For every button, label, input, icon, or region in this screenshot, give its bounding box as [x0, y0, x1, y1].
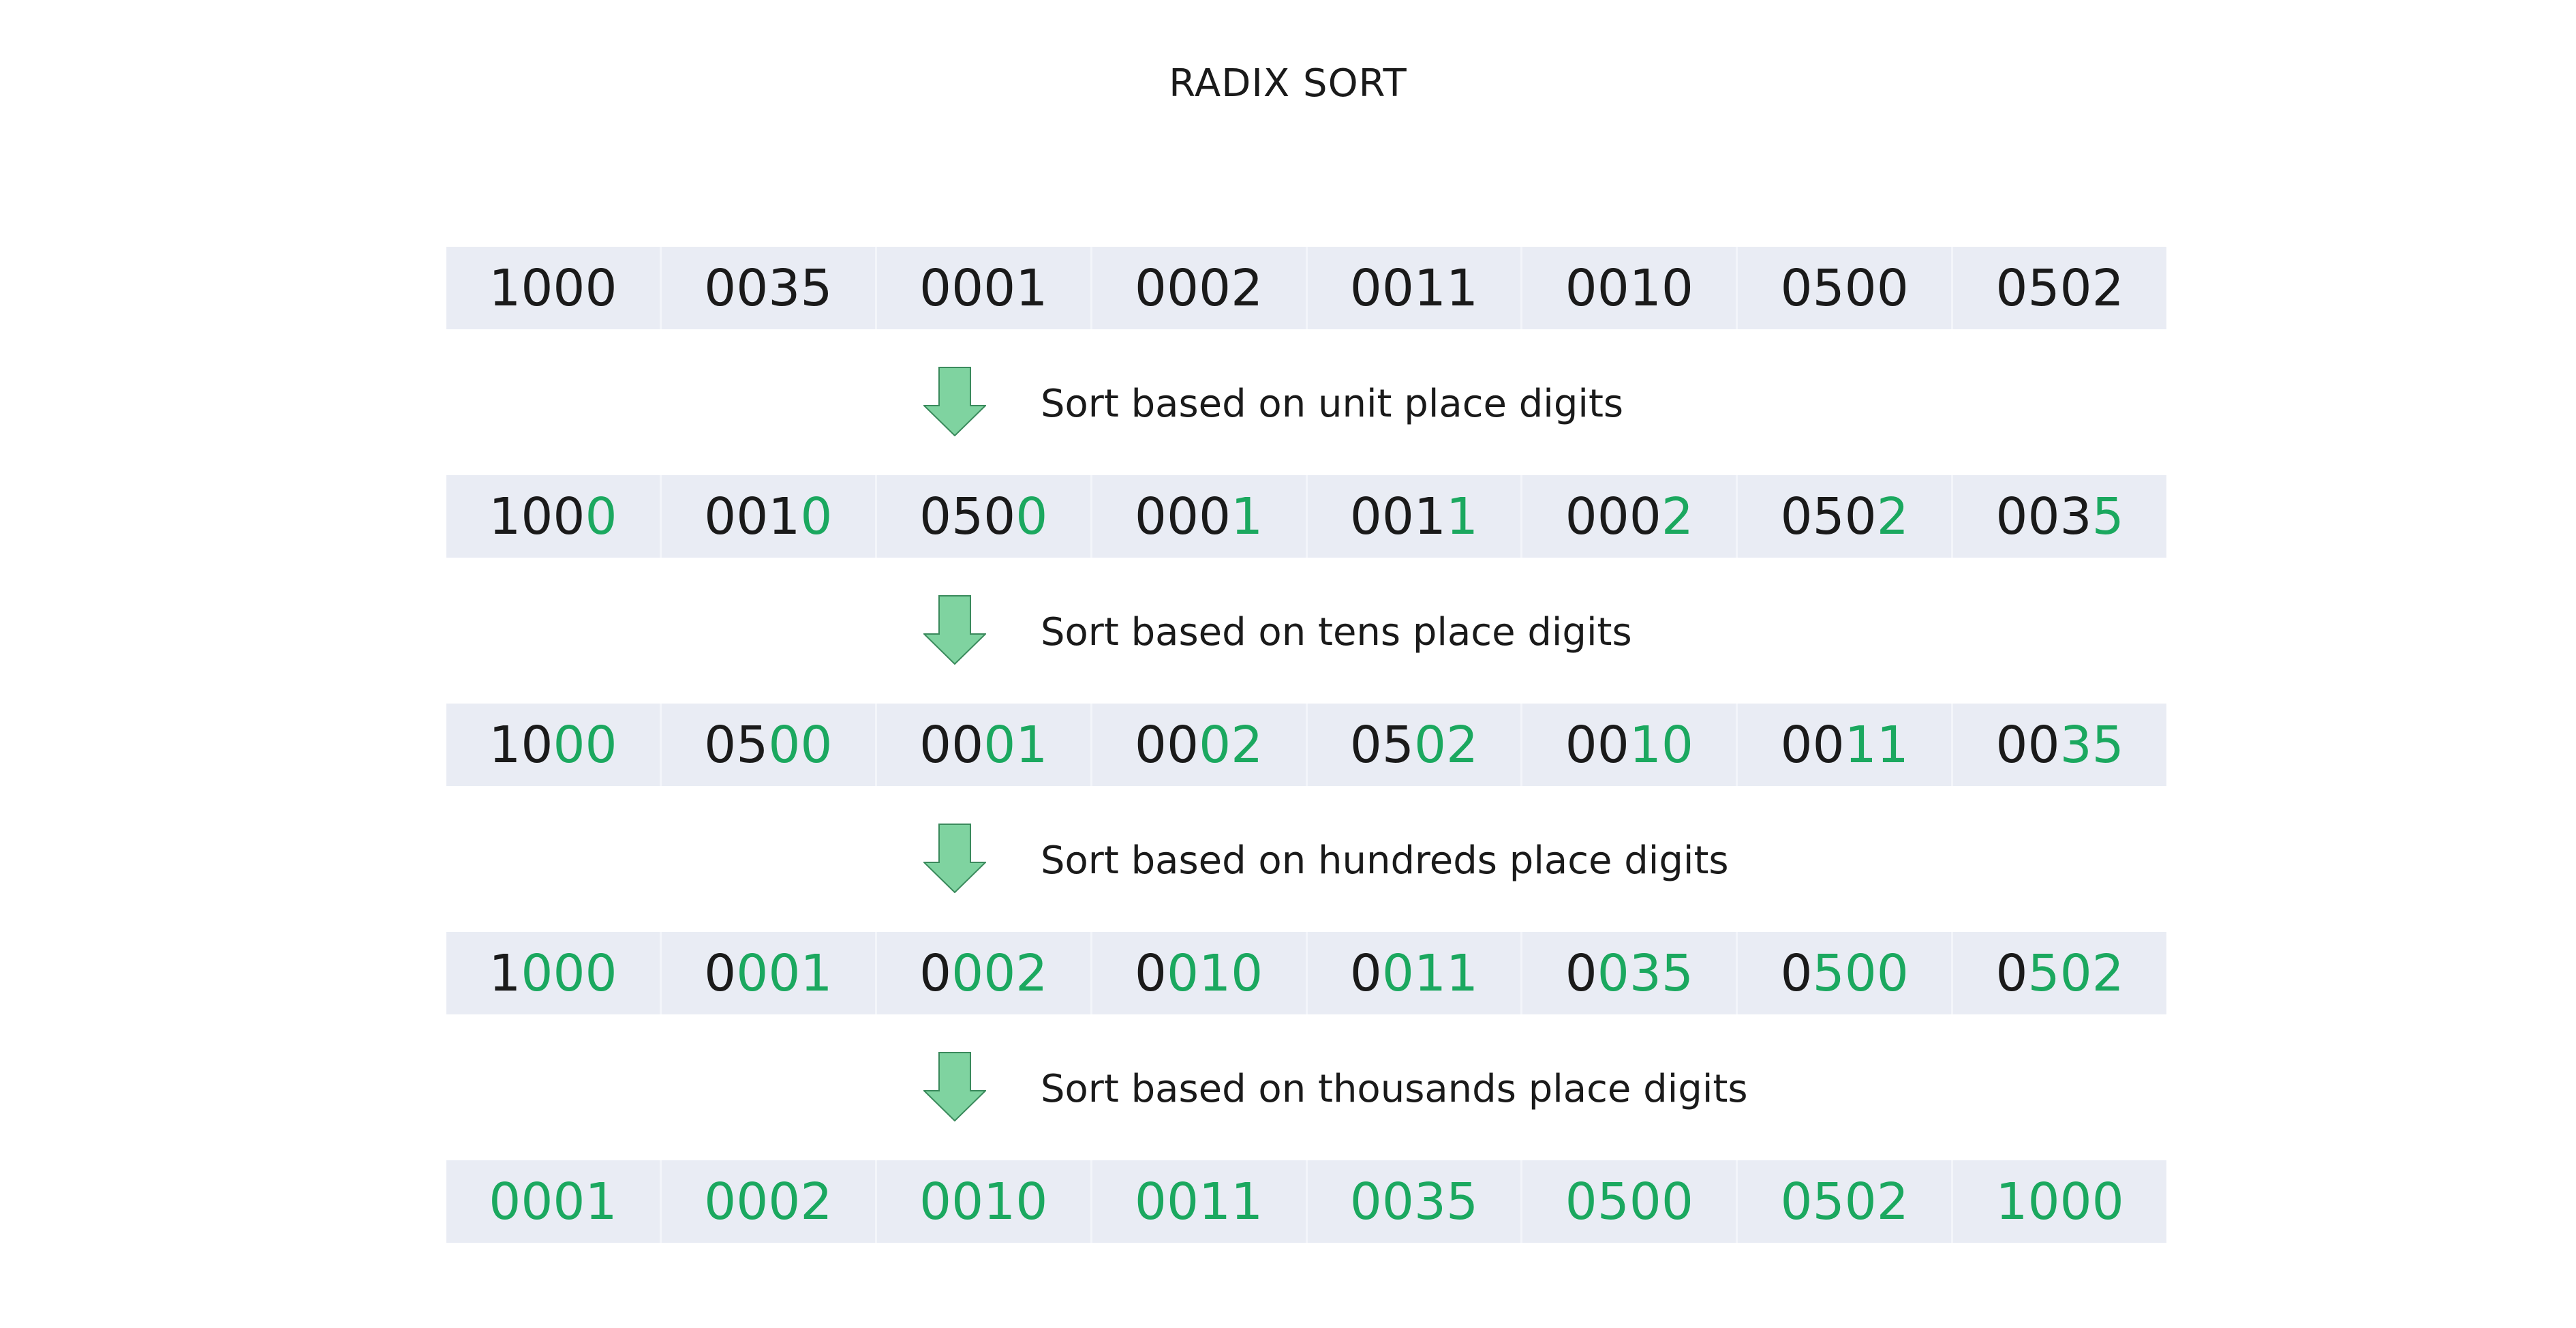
number-cell: 0500 [1738, 247, 1954, 329]
number-cell: 0001 [877, 247, 1092, 329]
number-cell: 1000 [1995, 1172, 2124, 1231]
number-cell: 0502 [1995, 258, 2124, 318]
number-cell: 0500 [1522, 1160, 1738, 1243]
down-arrow-icon [923, 595, 986, 665]
number-cell: 0011 [1308, 247, 1523, 329]
number-cell: 0002 [662, 1160, 877, 1243]
sort-step-unit: Sort based on unit place digits [923, 367, 2014, 442]
number-cell: 0002 [1092, 247, 1308, 329]
number-row-after-unit-sort: 100 0 001 0 050 0 000 1 001 1 000 2 050 2 003 5 [446, 475, 2166, 558]
step-label: Sort based on tens place digits [1041, 610, 1632, 654]
number-cell: 1000 [446, 247, 662, 329]
step-label: Sort based on unit place digits [1041, 382, 1624, 426]
down-arrow-icon [923, 1052, 986, 1121]
number-cell: 0010 [1522, 247, 1738, 329]
down-arrow-icon [923, 367, 986, 436]
number-cell: 0035 [662, 247, 877, 329]
sort-step-thousands: Sort based on thousands place digits [923, 1052, 2014, 1127]
step-label: Sort based on hundreds place digits [1041, 839, 1729, 883]
sort-step-tens: Sort based on tens place digits [923, 595, 2014, 670]
number-row-after-tens-sort: 10 00 05 00 00 01 00 02 05 02 00 10 00 11 00 35 [446, 704, 2166, 786]
diagram-title: RADIX SORT [1169, 61, 1407, 106]
number-cell: 0010 [877, 1160, 1092, 1243]
number-row-final-sorted: 0001 0002 0010 0011 0035 0500 0502 1000 [446, 1160, 2166, 1243]
number-cell: 0011 [1092, 1160, 1308, 1243]
sort-step-hundreds: Sort based on hundreds place digits [923, 824, 2014, 899]
number-row-after-hundreds-sort: 1 000 0 001 0 002 0 010 0 011 0 035 0 500 0 502 [446, 932, 2166, 1014]
down-arrow-icon [923, 824, 986, 893]
number-cell: 0001 [446, 1160, 662, 1243]
number-row-initial: 1000 0035 0001 0002 0011 0010 0500 0502 [446, 247, 2166, 329]
number-cell: 0502 [1738, 1160, 1954, 1243]
step-label: Sort based on thousands place digits [1041, 1067, 1748, 1111]
number-cell: 0035 [1308, 1160, 1523, 1243]
